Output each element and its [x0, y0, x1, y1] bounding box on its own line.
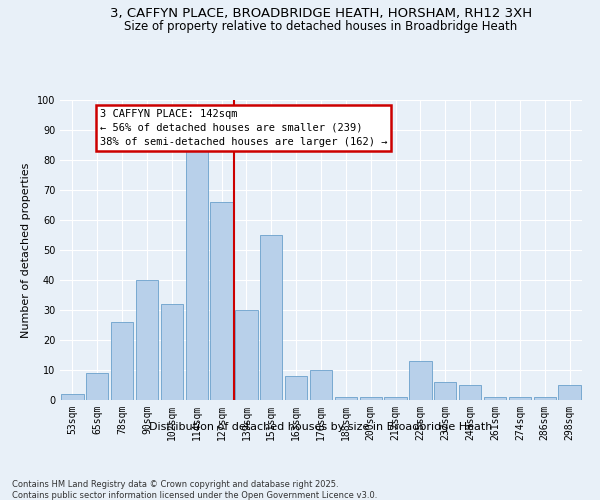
Bar — [235, 310, 257, 400]
Bar — [559, 385, 581, 400]
Text: Distribution of detached houses by size in Broadbridge Heath: Distribution of detached houses by size … — [149, 422, 493, 432]
Bar — [409, 361, 431, 400]
Bar — [359, 397, 382, 400]
Bar — [484, 397, 506, 400]
Bar — [285, 376, 307, 400]
Text: 3 CAFFYN PLACE: 142sqm
← 56% of detached houses are smaller (239)
38% of semi-de: 3 CAFFYN PLACE: 142sqm ← 56% of detached… — [100, 109, 387, 147]
Bar — [533, 397, 556, 400]
Text: Size of property relative to detached houses in Broadbridge Heath: Size of property relative to detached ho… — [124, 20, 518, 33]
Bar — [434, 382, 457, 400]
Bar — [509, 397, 531, 400]
Bar — [161, 304, 183, 400]
Bar — [260, 235, 283, 400]
Bar — [185, 151, 208, 400]
Bar — [310, 370, 332, 400]
Bar — [335, 397, 357, 400]
Bar — [459, 385, 481, 400]
Bar — [86, 373, 109, 400]
Bar — [385, 397, 407, 400]
Bar — [61, 394, 83, 400]
Y-axis label: Number of detached properties: Number of detached properties — [21, 162, 31, 338]
Text: 3, CAFFYN PLACE, BROADBRIDGE HEATH, HORSHAM, RH12 3XH: 3, CAFFYN PLACE, BROADBRIDGE HEATH, HORS… — [110, 8, 532, 20]
Bar — [136, 280, 158, 400]
Bar — [211, 202, 233, 400]
Text: Contains HM Land Registry data © Crown copyright and database right 2025.
Contai: Contains HM Land Registry data © Crown c… — [12, 480, 377, 500]
Bar — [111, 322, 133, 400]
